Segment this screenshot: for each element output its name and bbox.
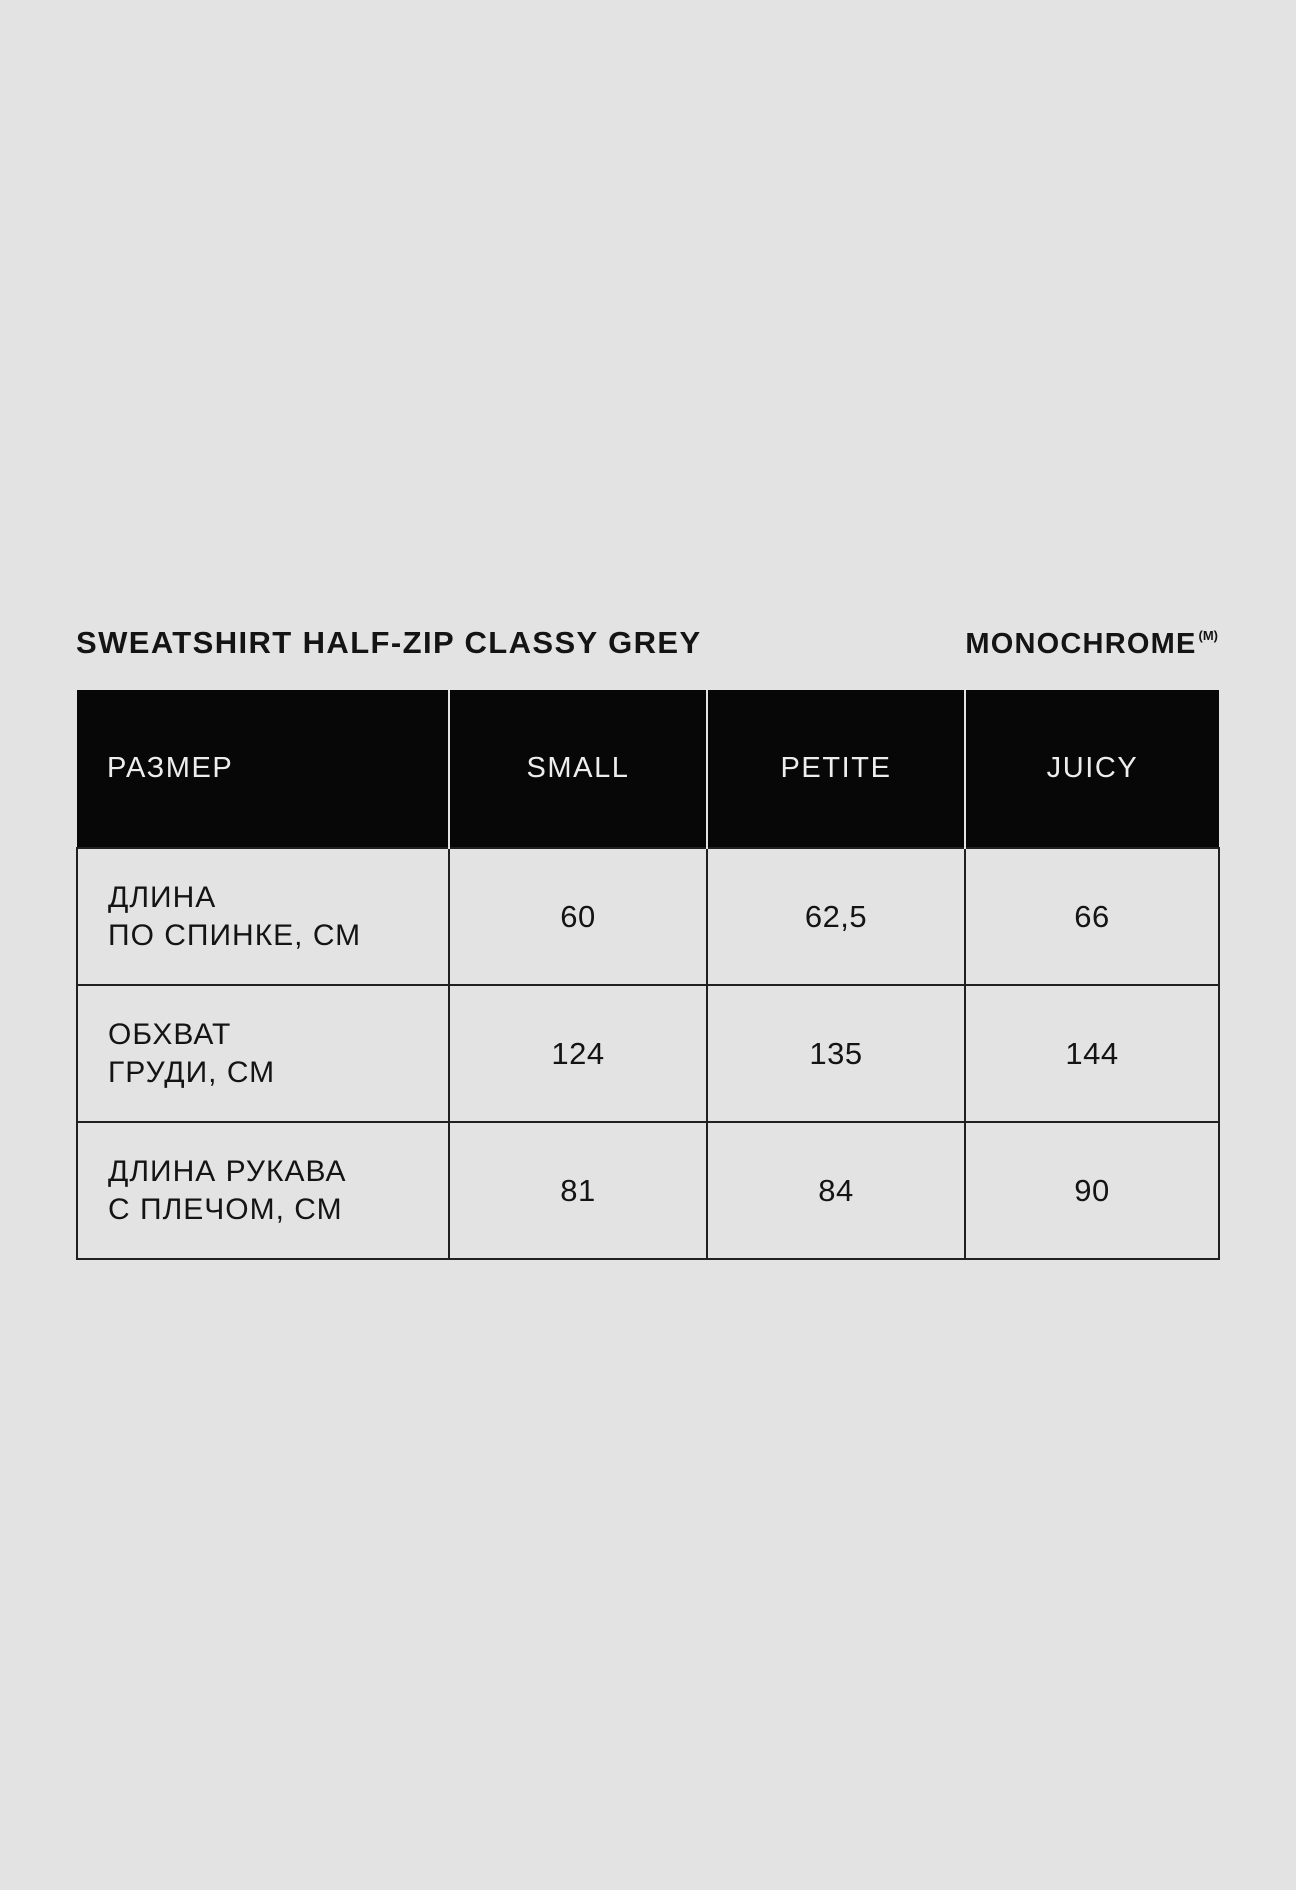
value-chest-small: 124 [448,984,708,1123]
size-table-header-row: РАЗМЕР SMALL PETITE JUICY [77,690,1219,848]
column-header-small: SMALL [448,690,707,848]
table-row-chest: ОБХВАТ ГРУДИ, СМ 124 135 144 [76,984,1220,1123]
row-label-line: ОБХВАТ [108,1017,232,1051]
row-label-line: С ПЛЕЧОМ, СМ [108,1192,343,1226]
value-sleeve-juicy: 90 [964,1121,1220,1260]
column-header-juicy: JUICY [964,690,1219,848]
table-row-sleeve: ДЛИНА РУКАВА С ПЛЕЧОМ, СМ 81 84 90 [76,1121,1220,1260]
size-table: РАЗМЕР SMALL PETITE JUICY ДЛИНА ПО СПИНК… [76,690,1220,1260]
row-label-line: ДЛИНА [108,880,217,914]
brand-logo: MONOCHROME (M) [965,628,1218,661]
brand-name: MONOCHROME [965,628,1197,660]
row-label-line: ДЛИНА РУКАВА [108,1154,347,1188]
value-chest-petite: 135 [706,984,966,1123]
row-label-sleeve: ДЛИНА РУКАВА С ПЛЕЧОМ, СМ [76,1121,450,1260]
value-back-length-petite: 62,5 [706,847,966,986]
row-label-line: ГРУДИ, СМ [108,1055,276,1089]
table-row-back-length: ДЛИНА ПО СПИНКЕ, СМ 60 62,5 66 [76,847,1220,986]
column-header-petite: PETITE [706,690,965,848]
brand-trademark: (M) [1198,628,1219,643]
column-header-size: РАЗМЕР [77,690,449,848]
value-chest-juicy: 144 [964,984,1220,1123]
value-sleeve-petite: 84 [706,1121,966,1260]
row-label-line: ПО СПИНКЕ, СМ [108,918,362,952]
value-sleeve-small: 81 [448,1121,708,1260]
row-label-chest: ОБХВАТ ГРУДИ, СМ [76,984,450,1123]
value-back-length-juicy: 66 [964,847,1220,986]
title-row: SWEATSHIRT HALF-ZIP CLASSY GREY MONOCHRO… [76,625,1218,661]
product-title: SWEATSHIRT HALF-ZIP CLASSY GREY [76,625,702,660]
value-back-length-small: 60 [448,847,708,986]
row-label-back-length: ДЛИНА ПО СПИНКЕ, СМ [76,847,450,986]
